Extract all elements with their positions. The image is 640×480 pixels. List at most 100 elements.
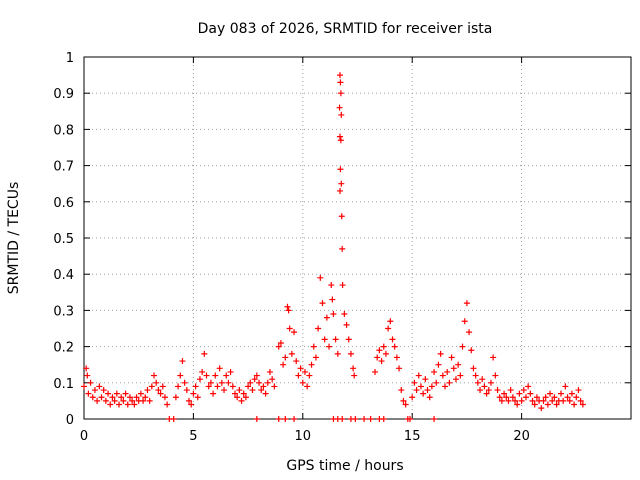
data-point <box>312 354 319 361</box>
data-point <box>225 379 232 386</box>
data-point <box>492 372 499 379</box>
data-point <box>317 274 324 281</box>
data-point <box>577 397 584 404</box>
data-point <box>153 379 160 386</box>
data-point <box>329 296 336 303</box>
data-point <box>203 372 210 379</box>
y-tick-label: 0.1 <box>53 377 74 392</box>
data-point <box>260 383 267 390</box>
data-point <box>470 365 477 372</box>
data-point <box>496 394 503 401</box>
data-point <box>374 354 381 361</box>
data-point <box>481 383 488 390</box>
data-point <box>109 394 116 401</box>
data-point <box>338 213 345 220</box>
y-tick-label: 0.8 <box>53 123 74 138</box>
data-point <box>450 365 457 372</box>
data-point <box>151 372 158 379</box>
data-point <box>560 397 567 404</box>
data-point <box>527 390 534 397</box>
data-point <box>229 383 236 390</box>
data-point <box>566 397 573 404</box>
data-point <box>277 339 284 346</box>
data-point <box>85 390 92 397</box>
data-point <box>433 379 440 386</box>
data-point <box>389 336 396 343</box>
data-point <box>516 390 523 397</box>
data-point <box>91 387 98 394</box>
data-point <box>120 397 127 404</box>
data-point <box>221 387 228 394</box>
data-point <box>227 368 234 375</box>
data-point <box>573 394 580 401</box>
data-point <box>568 390 575 397</box>
data-point <box>262 390 269 397</box>
data-point <box>113 390 120 397</box>
data-point <box>540 397 547 404</box>
data-point <box>124 401 131 408</box>
data-point <box>306 372 313 379</box>
data-point <box>529 397 536 404</box>
data-point <box>81 383 87 390</box>
data-point <box>186 397 193 404</box>
data-point <box>459 343 466 350</box>
data-point <box>551 394 558 401</box>
data-point <box>266 368 273 375</box>
data-point <box>236 387 243 394</box>
data-point <box>304 383 311 390</box>
data-point <box>223 372 230 379</box>
data-point <box>338 180 345 187</box>
data-point <box>498 397 505 404</box>
y-tick-label: 0.7 <box>53 160 74 175</box>
data-point <box>111 397 118 404</box>
data-point <box>240 390 247 397</box>
data-point <box>446 379 453 386</box>
data-point <box>501 390 508 397</box>
data-point <box>345 336 352 343</box>
data-point <box>315 325 322 332</box>
data-point <box>422 376 429 383</box>
data-point <box>242 394 249 401</box>
data-point <box>175 383 182 390</box>
data-point <box>479 376 486 383</box>
data-point <box>199 368 206 375</box>
data-point <box>431 368 438 375</box>
data-point <box>137 390 144 397</box>
data-point <box>413 387 420 394</box>
data-point <box>400 397 407 404</box>
data-point <box>544 401 551 408</box>
data-point <box>505 397 512 404</box>
data-point <box>330 311 337 318</box>
data-point <box>407 416 414 422</box>
data-point <box>118 394 125 401</box>
data-points <box>81 72 586 422</box>
data-point <box>196 376 203 383</box>
y-axis-label: SRMTID / TECUs <box>6 182 22 295</box>
data-point <box>396 365 403 372</box>
data-point <box>431 416 438 422</box>
data-point <box>341 311 348 318</box>
data-point <box>256 379 263 386</box>
data-point <box>122 390 129 397</box>
data-point <box>575 387 582 394</box>
data-point <box>157 390 164 397</box>
data-point <box>284 303 291 310</box>
data-point <box>216 365 223 372</box>
data-point <box>201 350 208 357</box>
data-point <box>140 397 147 404</box>
data-point <box>417 383 424 390</box>
data-point <box>310 343 317 350</box>
data-point <box>148 383 155 390</box>
data-point <box>490 354 497 361</box>
data-point <box>170 416 177 422</box>
data-point <box>339 245 346 252</box>
data-point <box>409 394 416 401</box>
data-point <box>579 401 586 408</box>
data-point <box>164 401 171 408</box>
data-point <box>531 401 538 408</box>
data-point <box>207 379 214 386</box>
data-point <box>253 416 260 422</box>
data-point <box>94 397 101 404</box>
data-point <box>378 358 385 365</box>
data-point <box>321 336 328 343</box>
